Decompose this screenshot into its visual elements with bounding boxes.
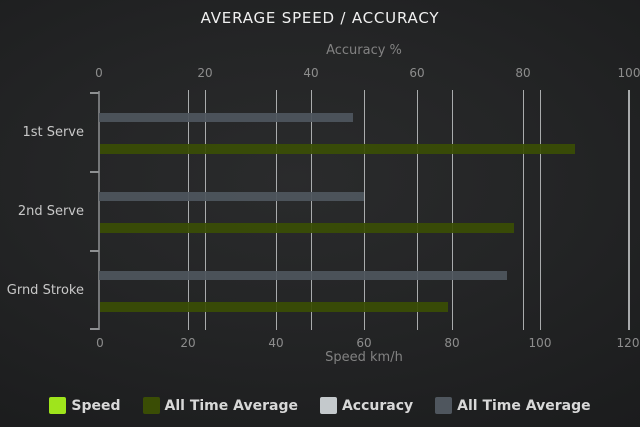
bar-speed-all-time-average[interactable]	[100, 223, 514, 233]
bar-speed-all-time-average[interactable]	[100, 302, 448, 312]
bottom-axis-tick-label: 40	[268, 336, 284, 350]
gridline-speed-100	[539, 90, 541, 330]
legend-swatch-accuracy-all-time-average	[435, 397, 453, 414]
gridline-speed-80	[451, 90, 453, 330]
gridline-accuracy-20	[204, 90, 206, 330]
bar-speed-all-time-average[interactable]	[100, 144, 576, 154]
y-axis-tick	[90, 92, 99, 94]
legend-swatch-speed	[49, 397, 67, 414]
top-axis-tick-label: 40	[303, 66, 319, 80]
legend-swatch-speed-all-time-average	[142, 397, 160, 414]
bottom-axis-title: Speed km/h	[325, 350, 403, 365]
bottom-axis-tick-label: 0	[96, 336, 104, 350]
legend-item-accuracy-all-time-average[interactable]: All Time Average	[435, 397, 591, 414]
bottom-axis-tick-label: 20	[180, 336, 196, 350]
gridline-accuracy-80	[522, 90, 524, 330]
bottom-axis-tick-label: 60	[356, 336, 372, 350]
top-axis-tick-label: 20	[197, 66, 213, 80]
top-axis-tick-label: 100	[617, 66, 640, 80]
gridline-accuracy-100	[628, 90, 630, 330]
category-label: 2nd Serve	[17, 203, 84, 219]
gridline-speed-60	[363, 90, 365, 330]
legend-swatch-accuracy	[319, 397, 337, 414]
y-axis-line	[98, 91, 100, 330]
gridline-speed-120	[627, 90, 629, 330]
gridline-speed-40	[275, 90, 277, 330]
gridline-accuracy-60	[416, 90, 418, 330]
legend-label: All Time Average	[164, 397, 298, 414]
chart-title: AVERAGE SPEED / ACCURACY	[200, 9, 440, 27]
bottom-axis-tick-label: 100	[528, 336, 552, 350]
y-axis-tick	[90, 250, 99, 252]
y-axis-tick	[90, 328, 99, 330]
top-axis-tick-label: 80	[515, 66, 531, 80]
plot-area	[90, 90, 630, 330]
chart-legend: Speed All Time Average Accuracy All Time…	[0, 397, 640, 414]
bar-accuracy-all-time-average[interactable]	[99, 271, 508, 280]
top-axis-tick-label: 60	[409, 66, 425, 80]
legend-item-speed[interactable]: Speed	[49, 397, 121, 414]
category-label: Grnd Stroke	[6, 282, 84, 298]
legend-item-accuracy[interactable]: Accuracy	[319, 397, 414, 414]
legend-label: Accuracy	[341, 397, 414, 414]
legend-item-speed-all-time-average[interactable]: All Time Average	[142, 397, 298, 414]
gridline-accuracy-40	[310, 90, 312, 330]
bottom-axis-tick-label: 120	[616, 336, 640, 350]
bar-accuracy-all-time-average[interactable]	[99, 192, 364, 201]
legend-label: All Time Average	[457, 397, 591, 414]
bottom-axis-tick-label: 80	[444, 336, 460, 350]
category-label: 1st Serve	[22, 124, 84, 140]
top-axis-tick-label: 0	[95, 66, 103, 80]
top-axis-title: Accuracy %	[326, 43, 402, 58]
bar-accuracy-all-time-average[interactable]	[99, 113, 354, 122]
y-axis-tick	[90, 171, 99, 173]
gridline-speed-20	[187, 90, 189, 330]
legend-label: Speed	[71, 397, 121, 414]
